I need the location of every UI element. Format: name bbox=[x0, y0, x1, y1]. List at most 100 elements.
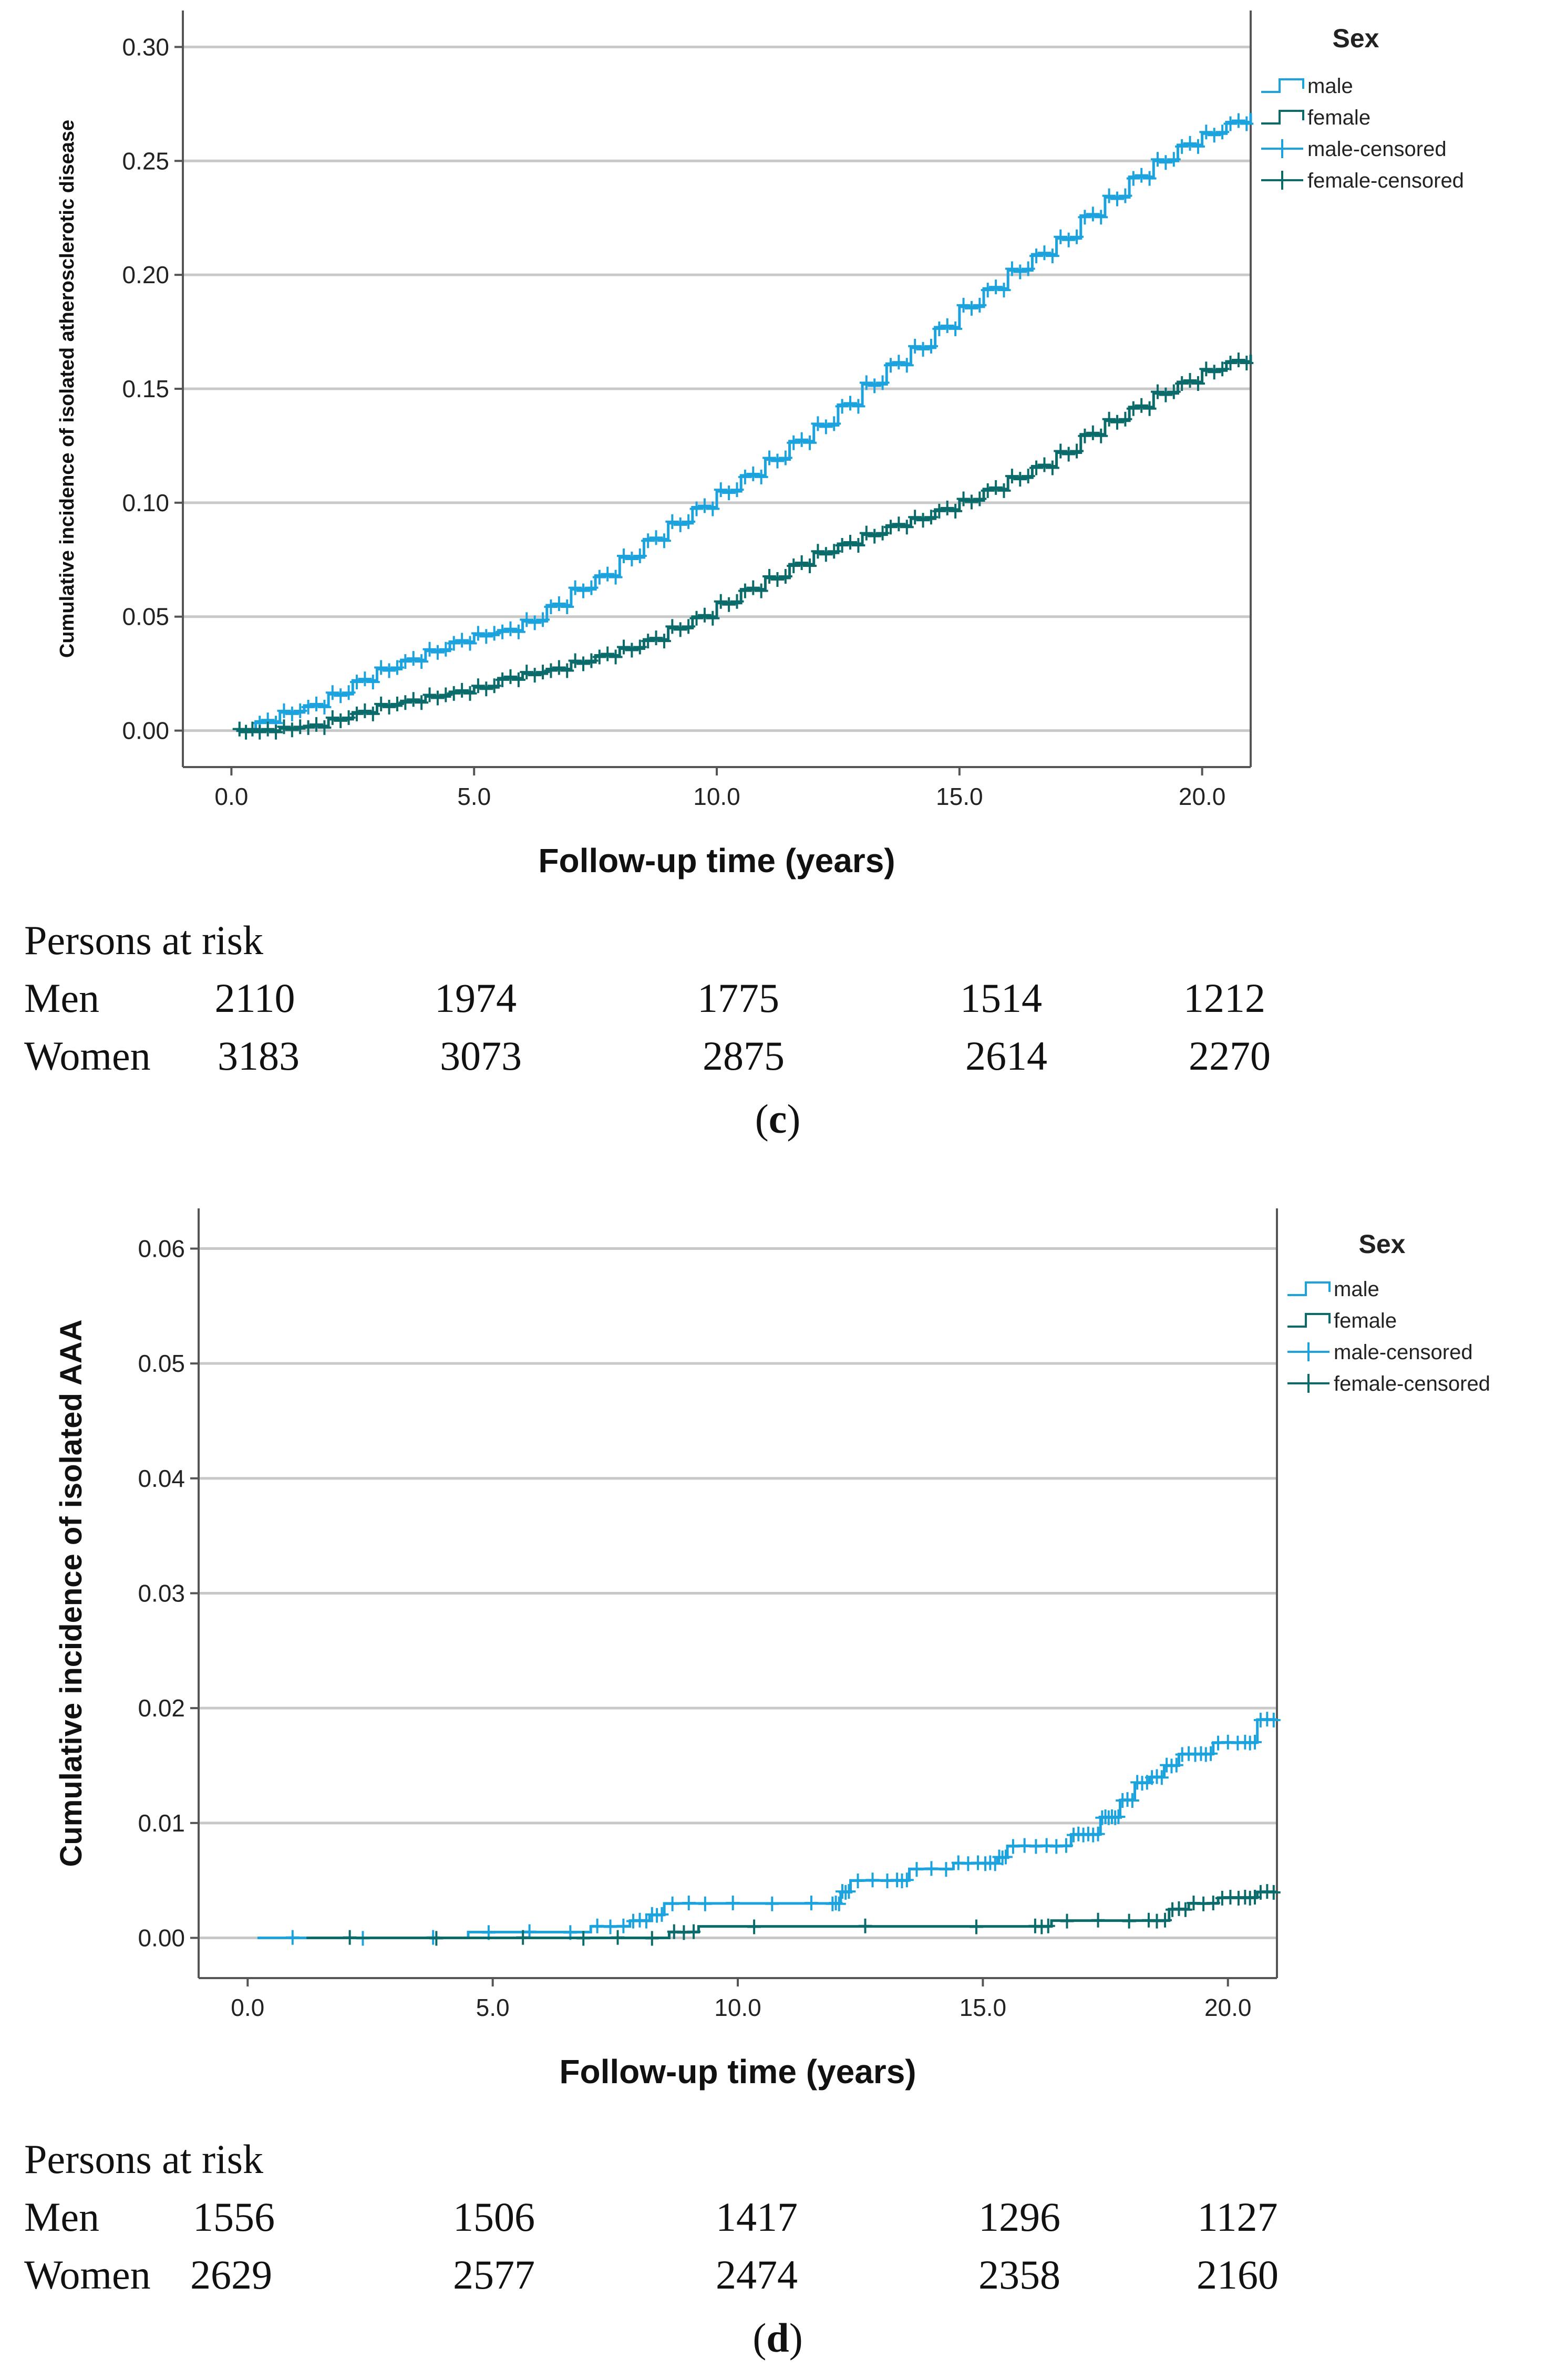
censor-mark bbox=[277, 719, 291, 734]
censor-mark bbox=[261, 721, 275, 737]
censor-mark bbox=[398, 695, 413, 710]
censor-mark bbox=[883, 520, 898, 535]
censor-mark bbox=[641, 533, 655, 549]
censor-mark bbox=[641, 634, 655, 649]
censor-mark bbox=[859, 525, 873, 541]
censor-mark bbox=[746, 580, 760, 595]
censor-mark bbox=[1110, 191, 1124, 206]
censor-mark bbox=[471, 678, 485, 694]
censor-mark bbox=[609, 649, 623, 665]
censor-mark bbox=[940, 318, 954, 333]
at-risk-women-10: 2875 bbox=[703, 1033, 785, 1079]
censor-mark bbox=[366, 706, 380, 721]
censor-mark bbox=[843, 396, 857, 411]
y-tick-label-5: 0.05 bbox=[138, 1350, 185, 1377]
censor-mark bbox=[949, 503, 963, 519]
censor-mark bbox=[616, 1918, 631, 1933]
censor-mark bbox=[939, 1862, 953, 1877]
series-line-male bbox=[236, 113, 1252, 732]
censor-mark bbox=[1150, 384, 1164, 399]
censor-mark bbox=[1070, 443, 1084, 459]
censor-mark bbox=[625, 551, 639, 566]
censor-mark bbox=[447, 686, 461, 701]
censor-mark bbox=[358, 671, 372, 687]
censor-mark bbox=[406, 651, 420, 666]
censor-mark bbox=[528, 668, 542, 683]
censor-mark bbox=[1240, 116, 1254, 131]
censor-mark bbox=[429, 1931, 444, 1946]
censor-mark bbox=[747, 1919, 761, 1934]
censor-mark bbox=[568, 653, 582, 668]
censor-mark bbox=[892, 516, 906, 532]
censor-mark bbox=[1054, 229, 1068, 244]
y-tick-label-0: 0.00 bbox=[138, 1924, 185, 1951]
censor-mark bbox=[964, 301, 978, 316]
censor-mark bbox=[455, 633, 469, 648]
at-risk-women-0: 3183 bbox=[218, 1033, 300, 1079]
at-risk-women-5: 2577 bbox=[453, 2252, 535, 2298]
censor-mark bbox=[916, 342, 930, 357]
censor-mark bbox=[746, 466, 760, 481]
censor-mark bbox=[665, 514, 679, 529]
censor-mark bbox=[277, 703, 291, 718]
censor-mark bbox=[239, 725, 253, 740]
censor-mark bbox=[560, 599, 574, 615]
censor-mark bbox=[1266, 1885, 1281, 1900]
censor-mark bbox=[584, 580, 599, 595]
censor-mark bbox=[1041, 1918, 1055, 1933]
censor-mark bbox=[496, 624, 510, 639]
legend-label-2: male-censored bbox=[1334, 1341, 1473, 1364]
censor-mark bbox=[430, 690, 445, 706]
censor-mark bbox=[908, 338, 922, 354]
censor-mark bbox=[639, 1913, 653, 1929]
legend-label-3: female-censored bbox=[1334, 1372, 1490, 1395]
censor-mark bbox=[851, 537, 865, 553]
legend: Sex male female male-censored female-censore… bbox=[1287, 1229, 1490, 1395]
censor-mark bbox=[520, 612, 534, 627]
censor-mark bbox=[738, 469, 752, 484]
censor-mark bbox=[689, 501, 704, 516]
censor-mark bbox=[1167, 152, 1181, 167]
censor-mark bbox=[868, 378, 882, 394]
censor-mark bbox=[1266, 1712, 1281, 1727]
censor-mark bbox=[981, 483, 995, 498]
censor-mark bbox=[998, 1849, 1013, 1865]
legend-swatch-step-0 bbox=[1261, 78, 1304, 93]
censor-mark bbox=[803, 435, 817, 450]
at-risk-men-0: 2110 bbox=[214, 975, 295, 1021]
y-tick-label-4: 0.04 bbox=[138, 1465, 185, 1492]
censor-mark bbox=[804, 1895, 818, 1910]
x-tick-label-4: 20.0 bbox=[1179, 783, 1226, 810]
censor-mark bbox=[811, 544, 825, 559]
censor-mark bbox=[819, 419, 833, 434]
censor-mark bbox=[1045, 249, 1059, 264]
censor-mark bbox=[770, 572, 785, 587]
legend-label-2: male-censored bbox=[1307, 138, 1447, 161]
censor-mark bbox=[875, 525, 890, 541]
censor-mark bbox=[1223, 355, 1238, 370]
censor-mark bbox=[1126, 401, 1140, 416]
censor-mark bbox=[1159, 155, 1173, 170]
y-tick-label-4: 0.20 bbox=[122, 261, 169, 288]
censor-mark bbox=[317, 720, 332, 735]
legend-swatch-censor-2 bbox=[1261, 139, 1303, 158]
censor-mark bbox=[1094, 210, 1108, 225]
censor-mark bbox=[269, 725, 283, 740]
censor-marks-male bbox=[232, 113, 1254, 740]
censor-mark bbox=[1102, 411, 1116, 427]
censor-mark bbox=[778, 569, 792, 584]
censor-mark bbox=[1231, 113, 1245, 128]
censor-mark bbox=[590, 1918, 604, 1933]
censor-mark bbox=[552, 596, 566, 612]
censor-mark bbox=[973, 297, 987, 313]
censor-mark bbox=[245, 721, 260, 737]
censor-mark bbox=[430, 645, 445, 660]
censor-mark bbox=[374, 696, 388, 711]
censor-mark bbox=[973, 491, 987, 506]
censor-mark bbox=[422, 641, 437, 657]
censor-mark bbox=[835, 399, 849, 414]
censor-mark bbox=[1191, 139, 1205, 154]
x-axis-title: Follow-up time (years) bbox=[559, 2053, 916, 2091]
at-risk-women-15: 2358 bbox=[978, 2252, 1060, 2298]
censor-mark bbox=[1135, 168, 1149, 183]
